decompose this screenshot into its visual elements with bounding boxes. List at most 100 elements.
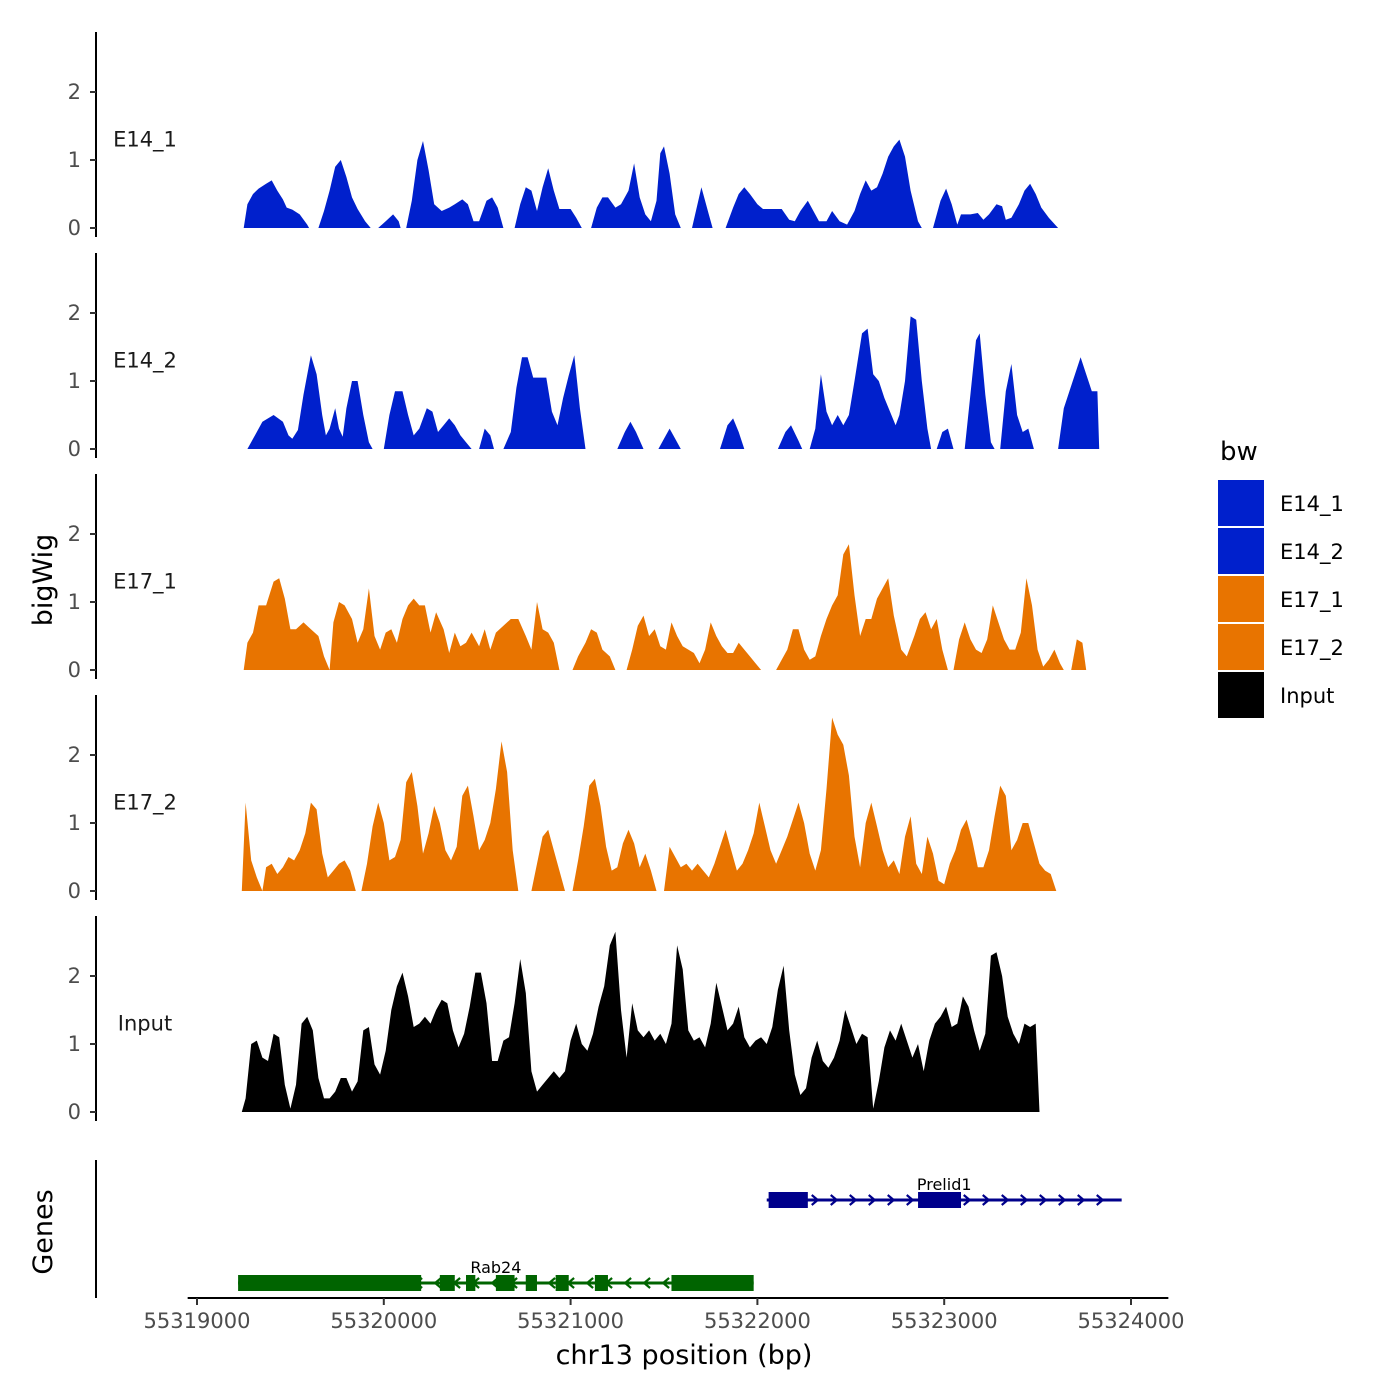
signal-area — [777, 425, 803, 449]
track-label: Input — [118, 1012, 172, 1036]
signal-area — [1058, 357, 1100, 449]
legend-label: E17_2 — [1280, 636, 1344, 661]
y-tick-label: 0 — [68, 216, 81, 240]
y-tick-label: 0 — [68, 879, 81, 903]
gene-label: Rab24 — [470, 1258, 521, 1277]
signal-area — [378, 214, 401, 228]
strand-arrow-icon — [982, 1194, 991, 1206]
signal-area — [572, 629, 616, 670]
legend-swatch — [1218, 480, 1264, 526]
legend-label: Input — [1280, 684, 1334, 708]
strand-arrow-icon — [547, 1277, 556, 1289]
y-axis-title: bigWig — [28, 534, 59, 627]
signal-area — [329, 588, 560, 670]
signal-area — [503, 355, 586, 449]
strand-arrow-icon — [868, 1194, 877, 1206]
signal-area — [1000, 364, 1034, 449]
signal-area — [383, 391, 472, 449]
legend-swatch — [1218, 528, 1264, 574]
signal-area — [247, 355, 373, 449]
track-e14-1: 0 1 2 E14_1 — [68, 32, 1059, 240]
gene-annotation-panel: Rab24 Prelid1 — [95, 1160, 1122, 1298]
y-tick-label: 2 — [68, 301, 81, 325]
signal-area — [664, 717, 1057, 891]
track-e17-1: 0 1 2 E17_1 — [68, 474, 1087, 682]
legend-item-e14-1: E14_1 — [1218, 480, 1344, 526]
y-tick-label: 2 — [68, 80, 81, 104]
y-tick-label: 1 — [68, 369, 81, 393]
gene-exon — [918, 1192, 962, 1208]
signal-area — [725, 139, 922, 228]
legend-item-e17-1: E17_1 — [1218, 576, 1344, 622]
strand-arrow-icon — [1001, 1194, 1010, 1206]
bigwig-tracks: 0 1 2 E14_1 0 1 2 E14_2 0 1 2 E17_1 0 1 2 E17_2 0 1 2 Input — [68, 32, 1100, 1124]
signal-area — [572, 778, 657, 891]
strand-arrow-icon — [1020, 1194, 1029, 1206]
x-tick-label: 55323000 — [891, 1309, 998, 1333]
strand-arrow-icon — [642, 1277, 651, 1289]
signal-area — [243, 180, 310, 228]
signal-area — [241, 931, 1040, 1112]
track-label: E14_2 — [113, 349, 177, 374]
gene-exon — [594, 1275, 608, 1291]
gene-exon — [238, 1275, 422, 1291]
gene-prelid1: Prelid1 — [766, 1175, 1122, 1208]
track-e14-2: 0 1 2 E14_2 — [68, 253, 1100, 461]
strand-arrow-icon — [887, 1194, 896, 1206]
strand-arrow-icon — [849, 1194, 858, 1206]
x-tick-label: 55321000 — [517, 1309, 624, 1333]
y-tick-label: 1 — [68, 590, 81, 614]
legend-item-input: Input — [1218, 672, 1334, 718]
gene-exon — [465, 1275, 476, 1291]
strand-arrow-icon — [963, 1194, 972, 1206]
strand-arrow-icon — [1058, 1194, 1067, 1206]
gene-exon — [768, 1192, 808, 1208]
legend-label: E17_1 — [1280, 588, 1344, 613]
legend-swatch — [1218, 576, 1264, 622]
track-e17-2: 0 1 2 E17_2 — [68, 695, 1057, 903]
signal-area — [936, 428, 954, 449]
strand-arrow-icon — [1096, 1194, 1105, 1206]
strand-arrow-icon — [585, 1277, 594, 1289]
y-tick-label: 1 — [68, 148, 81, 172]
x-tick-label: 55324000 — [1078, 1309, 1185, 1333]
signal-area — [933, 183, 1059, 228]
signal-area — [720, 418, 745, 449]
signal-area — [692, 187, 713, 228]
legend-title: bw — [1220, 437, 1258, 467]
strand-arrow-icon — [1077, 1194, 1086, 1206]
y-tick-label: 0 — [68, 1100, 81, 1124]
strand-arrow-icon — [661, 1277, 670, 1289]
track-input: 0 1 2 Input — [68, 916, 1040, 1124]
track-label: E17_1 — [113, 570, 177, 595]
legend-swatch — [1218, 624, 1264, 670]
gene-exon — [671, 1275, 754, 1291]
legend-label: E14_2 — [1280, 540, 1344, 565]
y-tick-label: 0 — [68, 437, 81, 461]
gene-rab24: Rab24 — [238, 1258, 754, 1291]
legend-item-e17-2: E17_2 — [1218, 624, 1344, 670]
track-label: E14_1 — [113, 128, 177, 153]
signal-area — [241, 802, 263, 891]
gene-exon — [525, 1275, 537, 1291]
legend-item-e14-2: E14_2 — [1218, 528, 1344, 574]
strand-arrow-icon — [811, 1194, 820, 1206]
y-tick-label: 1 — [68, 1032, 81, 1056]
signal-area — [776, 544, 948, 670]
signal-area — [479, 428, 494, 449]
x-tick-label: 55322000 — [704, 1309, 811, 1333]
signal-area — [953, 578, 1064, 670]
signal-area — [406, 141, 504, 228]
strand-arrow-icon — [623, 1277, 632, 1289]
signal-area — [617, 421, 644, 449]
signal-area — [809, 316, 932, 449]
signal-area — [658, 428, 681, 449]
legend: bw E14_1 E14_2 E17_1 E17_2 Input — [1218, 437, 1344, 718]
signal-area — [318, 160, 371, 228]
signal-area — [626, 615, 762, 670]
legend-swatch — [1218, 672, 1264, 718]
signal-area — [591, 146, 681, 228]
x-tick-label: 55320000 — [330, 1309, 437, 1333]
strand-arrow-icon — [1039, 1194, 1048, 1206]
